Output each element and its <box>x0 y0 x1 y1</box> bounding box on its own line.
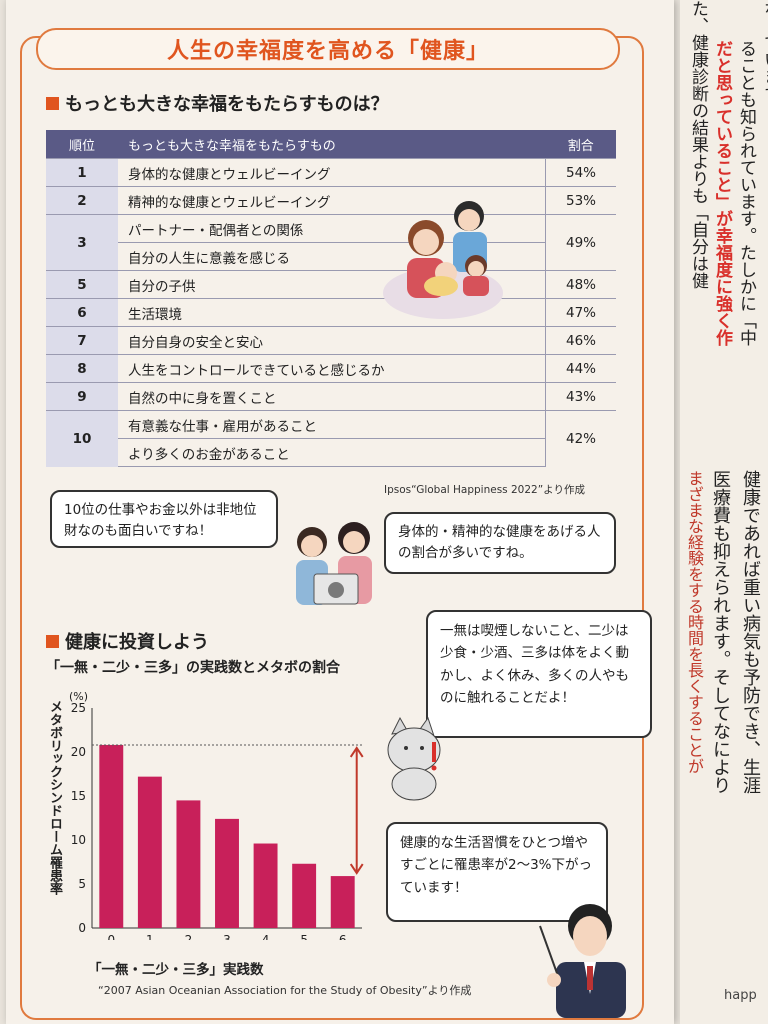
rank-cell: 5 <box>46 270 118 299</box>
table-row: 7 自分自身の安全と安心 46% <box>46 326 616 355</box>
pct-cell: 49% <box>545 214 616 271</box>
item-cell: 身体的な健康とウェルビーイング <box>118 158 546 187</box>
x-tick-label: 1 <box>146 933 154 940</box>
rank-cell: 7 <box>46 326 118 355</box>
table-row: 9 自然の中に身を置くこと 43% <box>46 382 616 411</box>
pct-cell: 47% <box>545 298 616 327</box>
right-text-col1: なっています <box>760 0 768 102</box>
y-tick-label: 0 <box>78 921 86 935</box>
title-banner: 人生の幸福度を高める「健康」 <box>36 28 620 70</box>
table-row: 5 自分の子供 48% <box>46 270 616 299</box>
bar-5 <box>292 863 317 928</box>
pct-cell: 53% <box>545 186 616 215</box>
pct-cell: 44% <box>545 354 616 383</box>
right-text-col3: だと思っていること」が幸福度に強く作 <box>710 40 734 346</box>
page-title: 人生の幸福度を高める「健康」 <box>166 39 489 64</box>
item-cell: 自分自身の安全と安心 <box>118 326 546 355</box>
chart-title: 「一無・二少・三多」の実践数とメタボの割合 <box>46 660 340 676</box>
item-cell: 有意義な仕事・雇用があること <box>118 410 546 439</box>
rank-cell: 10 <box>46 410 118 467</box>
comment-bubble-left: 10位の仕事やお金以外は非地位財なのも面白いですね！ <box>50 490 278 548</box>
right-text-col4: ることも知られています。たしかに「中 <box>736 40 756 346</box>
rank-cell: 2 <box>46 186 118 215</box>
comment-bubble-right: 身体的・精神的な健康をあげる人の割合が多いですね。 <box>384 512 616 574</box>
table-row: より多くのお金があること <box>46 438 616 467</box>
table-row: 10 有意義な仕事・雇用があること 42% <box>46 410 616 467</box>
chart-xlabel: 「一無・二少・三多」実践数 <box>88 962 264 978</box>
table-row: 自分の人生に意義を感じる <box>46 242 616 271</box>
book-page-right: た、健康診断の結果よりも「自分は健 だと思っていること」が幸福度に強く作 ること… <box>680 0 768 1024</box>
cat-speech-bubble: 一無は喫煙しないこと、二少は少食・少酒、三多は体をよく動かし、よく休み、多くの人… <box>426 610 652 738</box>
section-marker-icon <box>46 634 59 648</box>
right-text-col2: た、健康診断の結果よりも「自分は健 <box>688 0 708 289</box>
header-item: もっとも大きな幸福をもたらすもの <box>118 130 546 159</box>
x-tick-label: 0 <box>107 933 115 940</box>
cat-illustration <box>387 716 441 801</box>
y-tick-label: 5 <box>78 877 86 891</box>
x-tick-label: 3 <box>223 933 231 940</box>
section1-heading: もっとも大きな幸福をもたらすものは？ <box>46 90 389 116</box>
table-row: 2 精神的な健康とウェルビーイング 53% <box>46 186 616 215</box>
y-tick-label: 10 <box>71 833 86 847</box>
header-rank: 順位 <box>46 130 118 159</box>
rank-cell: 1 <box>46 158 118 187</box>
table-source: Ipsos“Global Happiness 2022”より作成 <box>384 484 585 496</box>
readers-illustration <box>296 522 372 605</box>
table-header-row: 順位 もっとも大きな幸福をもたらすもの 割合 <box>46 130 616 159</box>
table-row: 1 身体的な健康とウェルビーイング 54% <box>46 158 616 187</box>
chart-ylabel: メタボリックシンドローム罹患率 <box>47 700 62 895</box>
arrow-head-up <box>349 746 364 758</box>
x-tick-label: 5 <box>300 933 308 940</box>
arrow-head-down <box>349 863 364 875</box>
y-tick-label: 15 <box>71 789 86 803</box>
bar-0 <box>99 744 124 928</box>
right-text-col3-text: だと思っていること」が幸福度に強く作 <box>712 40 732 346</box>
section-marker-icon <box>46 96 59 110</box>
pct-cell: 42% <box>545 410 616 467</box>
bar-3 <box>215 818 239 928</box>
x-tick-label: 2 <box>185 933 193 940</box>
table-row: 6 生活環境 47% <box>46 298 616 327</box>
metabo-bar-chart: (%) 0 5 10 15 20 25 0 1 2 3 4 5 6 <box>69 690 364 940</box>
right-text-col5: 健康であれば重い病気も予防でき、生涯 <box>740 470 761 794</box>
teacher-speech-bubble: 健康的な生活習慣をひとつ増やすごとに罹患率が2〜3%下がっています！ <box>386 822 608 922</box>
pct-cell: 46% <box>545 326 616 355</box>
item-cell: 人生をコントロールできていると感じるか <box>118 354 546 383</box>
chart-source: “2007 Asian Oceanian Association for the… <box>98 984 472 997</box>
x-tick-label: 6 <box>339 933 347 940</box>
table-row: 3 パートナー・配偶者との関係 49% <box>46 214 616 271</box>
y-tick-label: 20 <box>71 745 86 759</box>
teacher-illustration <box>539 904 626 1018</box>
bar-6 <box>330 876 355 928</box>
rank-cell: 3 <box>46 214 118 271</box>
pct-cell: 43% <box>545 382 616 411</box>
table-row: 8 人生をコントロールできていると感じるか 44% <box>46 354 616 383</box>
family-illustration <box>383 201 503 319</box>
y-tick-label: 25 <box>71 701 86 715</box>
section1-heading-text: もっとも大きな幸福をもたらすものは？ <box>65 94 389 115</box>
bar-4 <box>253 843 278 928</box>
x-tick-label: 4 <box>262 933 270 940</box>
rank-cell: 9 <box>46 382 118 411</box>
section2-heading-text: 健康に投資しよう <box>65 632 209 653</box>
item-cell: 自然の中に身を置くこと <box>118 382 546 411</box>
y-unit-label: (%) <box>69 690 88 703</box>
item-cell: より多くのお金があること <box>118 438 546 467</box>
bar-1 <box>137 776 162 928</box>
rank-cell: 8 <box>46 354 118 383</box>
pct-cell: 54% <box>545 158 616 187</box>
rank-cell: 6 <box>46 298 118 327</box>
right-text-col6: 医療費も抑えられます。そしてなにより <box>710 470 731 794</box>
book-page-left: 人生の幸福度を高める「健康」 もっとも大きな幸福をもたらすものは？ 順位 もっと… <box>6 0 674 1024</box>
bar-2 <box>176 800 201 928</box>
happiness-table: 順位 もっとも大きな幸福をもたらすもの 割合 1 身体的な健康とウェルビーイング 5… <box>46 130 616 467</box>
pct-cell: 48% <box>545 270 616 299</box>
right-footer-text: happ <box>724 988 757 1003</box>
right-text-col7: まざまな経験をする時間を長くすることが <box>685 470 704 774</box>
section2-heading: 健康に投資しよう <box>46 628 209 654</box>
header-pct: 割合 <box>545 130 616 159</box>
